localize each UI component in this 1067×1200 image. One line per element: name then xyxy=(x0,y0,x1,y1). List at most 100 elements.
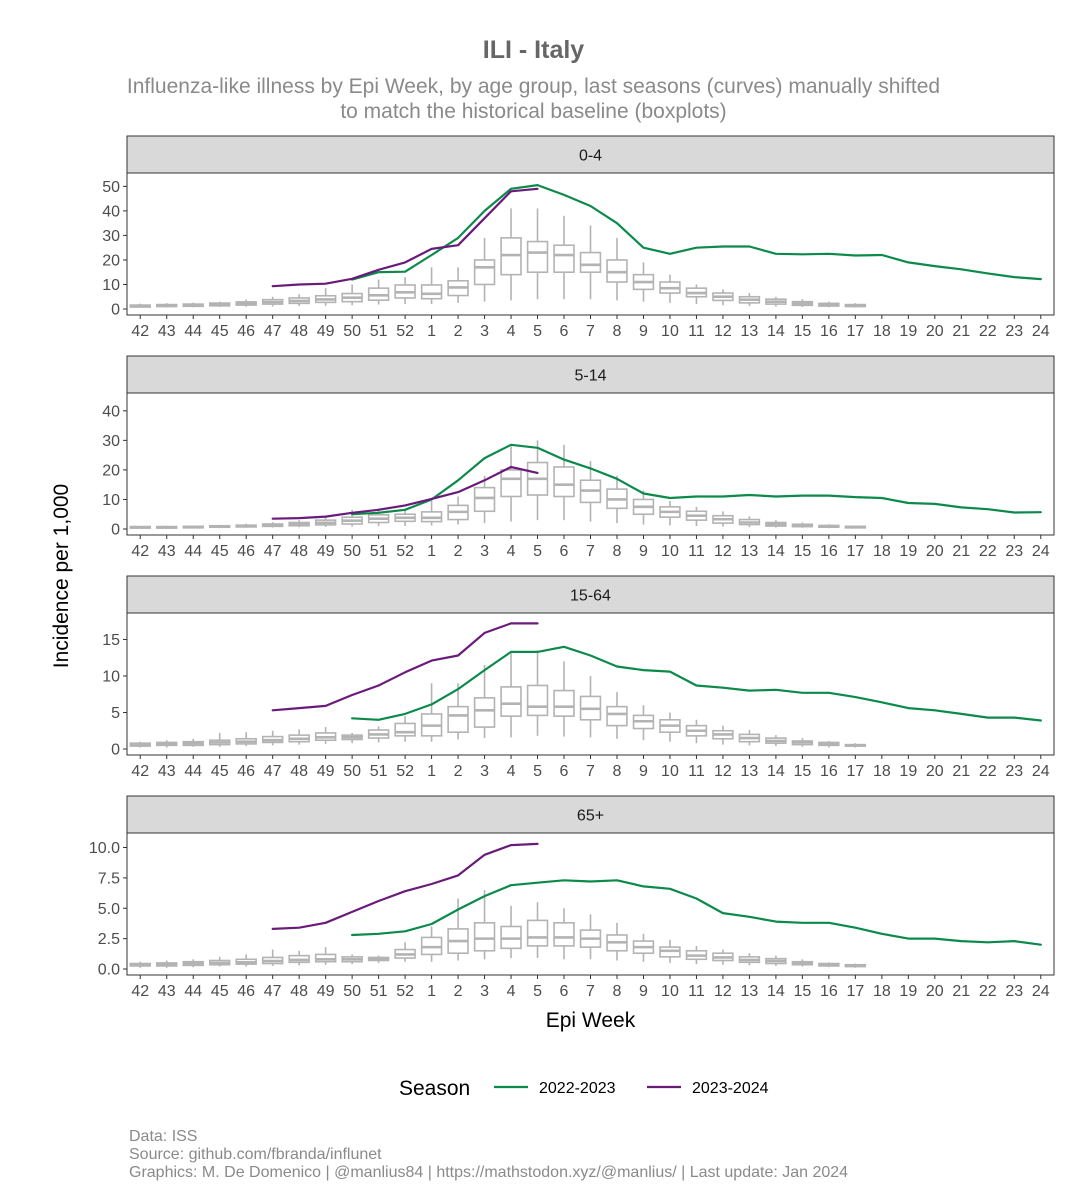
x-tick-label: 4 xyxy=(507,983,516,1000)
boxplot-week-52 xyxy=(394,509,416,527)
boxplot-week-52 xyxy=(394,942,416,962)
boxplot-week-50 xyxy=(341,732,363,744)
x-tick-label: 44 xyxy=(184,983,202,1000)
caption-source-url: Source: github.com/fbranda/influnet xyxy=(129,1146,382,1163)
boxplot-week-52 xyxy=(394,277,416,305)
boxplot-box xyxy=(553,689,575,717)
x-tick-label: 48 xyxy=(290,323,308,340)
boxplot-week-13 xyxy=(738,516,761,528)
boxplot-week-15 xyxy=(791,299,814,308)
boxplot-week-45 xyxy=(208,524,231,529)
boxplot-week-49 xyxy=(314,727,337,744)
x-tick-label: 5 xyxy=(533,983,542,1000)
x-tick-label: 7 xyxy=(586,983,595,1000)
x-tick-label: 2 xyxy=(454,323,463,340)
x-tick-label: 15 xyxy=(793,323,811,340)
x-tick-label: 13 xyxy=(741,543,759,560)
boxplot-week-13 xyxy=(738,953,761,966)
x-tick-label: 8 xyxy=(613,763,622,780)
y-tick-label: 20 xyxy=(102,462,120,479)
x-tick-label: 8 xyxy=(613,983,622,1000)
x-tick-label: 10 xyxy=(661,543,679,560)
legend-item-2023-2024: 2023-2024 xyxy=(647,1080,769,1097)
boxplot-week-44 xyxy=(182,959,204,968)
x-tick-label: 1 xyxy=(427,763,436,780)
boxplot-week-5 xyxy=(526,902,549,959)
x-tick-label: 6 xyxy=(560,763,569,780)
boxplot-week-1 xyxy=(420,926,443,962)
boxplot-week-6 xyxy=(553,661,575,737)
boxplot-week-3 xyxy=(473,237,496,302)
x-tick-label: 22 xyxy=(979,763,997,780)
x-tick-label: 19 xyxy=(899,763,917,780)
x-tick-label: 52 xyxy=(396,323,414,340)
boxplot-week-42 xyxy=(129,961,151,968)
boxplot-box xyxy=(553,922,575,947)
x-tick-label: 23 xyxy=(1005,543,1023,560)
x-tick-label: 24 xyxy=(1032,543,1050,560)
x-tick-label: 45 xyxy=(211,543,229,560)
boxplot-week-4 xyxy=(500,446,522,522)
x-tick-label: 46 xyxy=(237,323,255,340)
x-tick-label: 3 xyxy=(480,543,489,560)
caption-credits: Graphics: M. De Domenico | @manlius84 | … xyxy=(129,1164,849,1181)
x-tick-label: 50 xyxy=(343,323,361,340)
x-tick-label: 10 xyxy=(661,983,679,1000)
x-tick-label: 48 xyxy=(290,983,308,1000)
x-tick-label: 4 xyxy=(507,763,516,780)
x-tick-label: 17 xyxy=(846,763,864,780)
boxplot-week-12 xyxy=(712,725,734,745)
chart-subtitle-line-2: to match the historical baseline (boxplo… xyxy=(340,100,727,123)
x-tick-label: 49 xyxy=(317,323,335,340)
x-tick-label: 17 xyxy=(846,543,864,560)
boxplot-week-48 xyxy=(288,294,310,307)
y-tick-label: 50 xyxy=(102,179,120,196)
boxplot-week-42 xyxy=(129,525,151,529)
boxplot-box xyxy=(394,722,416,737)
boxplot-week-11 xyxy=(685,945,708,965)
boxplot-week-15 xyxy=(791,738,814,747)
x-tick-label: 16 xyxy=(820,763,838,780)
x-tick-label: 13 xyxy=(741,763,759,780)
y-tick-label: 2.5 xyxy=(98,931,120,948)
boxplot-week-10 xyxy=(659,274,681,303)
boxplot-week-1 xyxy=(420,500,443,526)
boxplot-week-17 xyxy=(844,303,867,308)
boxplot-week-45 xyxy=(208,732,231,747)
x-tick-label: 52 xyxy=(396,983,414,1000)
boxplot-week-6 xyxy=(553,444,575,521)
boxplot-week-16 xyxy=(818,524,840,529)
x-tick-label: 17 xyxy=(846,983,864,1000)
x-tick-label: 24 xyxy=(1032,323,1050,340)
boxplot-week-51 xyxy=(367,279,390,305)
y-axis-title: Incidence per 1,000 xyxy=(50,484,73,668)
boxplot-box xyxy=(526,919,549,947)
x-tick-label: 24 xyxy=(1032,983,1050,1000)
x-tick-label: 9 xyxy=(639,323,648,340)
x-tick-label: 2 xyxy=(454,543,463,560)
boxplot-week-47 xyxy=(261,730,284,746)
x-tick-label: 49 xyxy=(317,543,335,560)
x-tick-label: 49 xyxy=(317,763,335,780)
legend-title: Season xyxy=(399,1077,470,1100)
boxplot-box xyxy=(473,259,496,286)
x-tick-label: 19 xyxy=(899,323,917,340)
x-tick-label: 17 xyxy=(846,323,864,340)
boxplot-week-44 xyxy=(182,738,204,747)
boxplot-week-2 xyxy=(447,267,469,303)
boxplot-week-46 xyxy=(235,523,257,528)
caption-data-source: Data: ISS xyxy=(129,1128,198,1145)
series-line-2022-2023 xyxy=(351,443,1042,516)
x-tick-label: 11 xyxy=(688,763,705,780)
x-tick-label: 48 xyxy=(290,543,308,560)
x-tick-label: 22 xyxy=(979,543,997,560)
boxplot-week-17 xyxy=(844,743,867,748)
x-tick-label: 23 xyxy=(1005,763,1023,780)
x-tick-label: 8 xyxy=(613,543,622,560)
x-tick-label: 14 xyxy=(767,983,785,1000)
boxplot-week-9 xyxy=(632,933,655,962)
x-tick-label: 16 xyxy=(820,983,838,1000)
series-line-2023-2024 xyxy=(271,465,539,520)
legend-item-2022-2023: 2022-2023 xyxy=(494,1080,616,1097)
